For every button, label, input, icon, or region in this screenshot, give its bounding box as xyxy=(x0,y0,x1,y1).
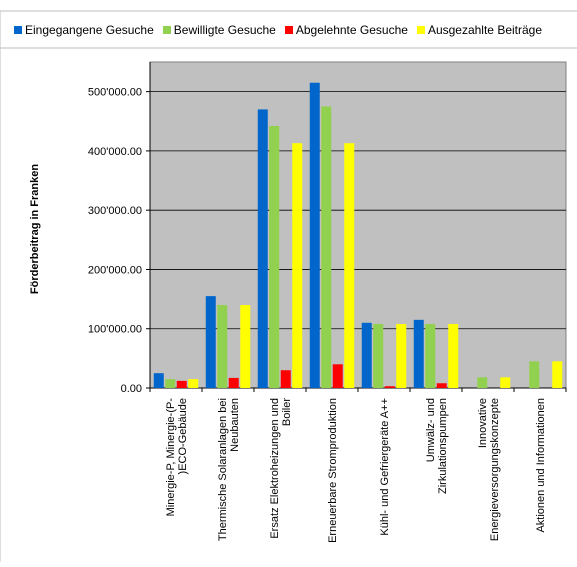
x-tick-label: Zirkulationspumpen xyxy=(437,398,449,494)
x-tick-label: Thermische Solaranlagen bei xyxy=(217,398,229,541)
bar xyxy=(436,383,447,388)
bar xyxy=(529,361,540,388)
legend-label: Eingegangene Gesuche xyxy=(25,23,154,37)
y-tick-label: 200'000.00 xyxy=(88,264,142,276)
y-tick-label: 300'000.00 xyxy=(88,205,142,217)
x-tick-label: )ECO-Gebäude xyxy=(177,398,189,474)
bar xyxy=(413,319,424,388)
bar xyxy=(217,305,228,388)
y-tick-label: 0.00 xyxy=(121,383,142,395)
x-tick-label: Ersatz Elektroheizungen und xyxy=(269,398,281,539)
legend-swatch xyxy=(416,26,425,34)
bar xyxy=(321,106,332,389)
x-tick-label: Energieversorgungskonzepte xyxy=(489,398,501,541)
x-tick-label: Minergie-P, Minergie-(P- xyxy=(165,398,177,517)
legend-label: Abgelehnte Gesuche xyxy=(295,23,408,37)
y-tick-label: 400'000.00 xyxy=(88,146,142,158)
x-tick-label: Aktionen und Informationen xyxy=(535,398,547,533)
bar xyxy=(477,377,488,388)
legend-item: Bewilligte Gesuche xyxy=(162,23,276,37)
bar xyxy=(188,379,199,388)
x-tick-label: Kühl- und Gefriergeräte A++ xyxy=(379,398,391,536)
bar xyxy=(425,323,436,388)
bar xyxy=(257,109,268,388)
legend-label: Bewilligte Gesuche xyxy=(173,23,276,37)
bar xyxy=(373,323,384,388)
legend-swatch xyxy=(162,26,171,34)
legend-item: Abgelehnte Gesuche xyxy=(284,23,408,37)
bar xyxy=(448,323,459,388)
legend-label: Ausgezahlte Beiträge xyxy=(427,23,543,37)
x-tick-label: Umwälz- und xyxy=(425,398,437,462)
y-axis-label: Förderbeitrag in Franken xyxy=(29,164,41,294)
bar xyxy=(269,126,280,389)
bar xyxy=(205,296,216,388)
x-tick-label: Erneuerbare Stromproduktion xyxy=(327,398,339,543)
bar xyxy=(500,377,511,388)
bar xyxy=(384,386,395,388)
x-tick-label: Innovative xyxy=(477,398,489,448)
bar xyxy=(344,143,355,388)
bar xyxy=(165,379,176,388)
bar xyxy=(332,364,343,388)
legend-item: Ausgezahlte Beiträge xyxy=(416,23,543,37)
y-tick-label: 100'000.00 xyxy=(88,324,142,336)
x-tick-label: Boiler xyxy=(281,398,293,426)
legend-swatch xyxy=(284,26,293,34)
y-tick-label: 500'000.00 xyxy=(88,87,142,99)
legend-swatch xyxy=(14,26,22,34)
bar xyxy=(396,323,407,388)
x-tick-label: Neubauten xyxy=(229,398,241,452)
bar xyxy=(292,143,303,388)
chart-legend: Eingegangene Gesuche Bewilligte Gesuche Ab… xyxy=(14,21,551,39)
bar xyxy=(552,361,563,388)
bar xyxy=(176,380,187,388)
bar xyxy=(280,370,291,388)
legend-item: Eingegangene Gesuche xyxy=(14,23,154,37)
bar xyxy=(153,373,164,388)
bar xyxy=(228,377,239,388)
bar xyxy=(309,82,320,388)
bar xyxy=(361,322,372,388)
bar xyxy=(240,305,251,388)
